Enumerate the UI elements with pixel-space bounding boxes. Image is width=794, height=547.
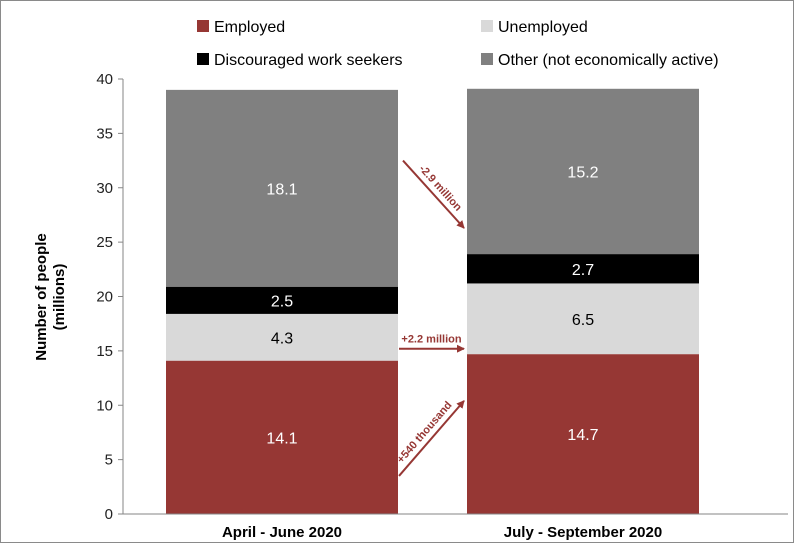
bar-stack-july-september-2020: 14.7 6.5 2.7 15.2 <box>467 89 699 514</box>
y-axis-title: Number of people(millions) <box>33 233 68 361</box>
data-label-unemployed: 4.3 <box>271 330 293 347</box>
y-tick-label: 40 <box>96 71 113 88</box>
y-axis-title-line: Number of people <box>33 233 50 361</box>
data-label-employed: 14.1 <box>266 430 297 447</box>
change-label: +540 thousand <box>395 399 455 465</box>
legend-item-unemployed: Unemployed <box>481 19 588 36</box>
legend-swatch <box>197 20 209 32</box>
y-tick-label: 35 <box>96 125 113 142</box>
y-tick-label: 5 <box>105 452 113 469</box>
legend-item-other-not-economically-active: Other (not economically active) <box>481 52 719 69</box>
legend-label: Discouraged work seekers <box>214 52 403 69</box>
legend-swatch <box>197 53 209 65</box>
y-tick-label: 15 <box>96 343 113 360</box>
change-label: +2.2 million <box>401 334 461 346</box>
legend-label: Other (not economically active) <box>498 52 719 69</box>
y-axis-title-line: (millions) <box>51 264 68 331</box>
data-label-unemployed: 6.5 <box>572 312 594 329</box>
annotation-employed: +540 thousand <box>395 399 464 476</box>
y-tick-label: 0 <box>105 506 113 523</box>
annotation-unemployed: +2.2 million <box>399 334 464 349</box>
bars: 14.1 4.3 2.5 18.1 14.7 6.5 2.7 15.2 <box>166 89 699 514</box>
y-axis: 0 5 10 15 20 25 30 35 40 Number of people(million… <box>33 71 123 523</box>
legend-swatch <box>481 20 493 32</box>
change-label: -2.9 million <box>416 163 464 214</box>
y-tick-label: 10 <box>96 397 113 414</box>
legend-label: Employed <box>214 19 285 36</box>
x-axis: April - June 2020 July - September 2020 <box>123 514 788 541</box>
legend-item-discouraged-work-seekers: Discouraged work seekers <box>197 52 403 69</box>
data-label-other-not-economically-active: 18.1 <box>266 181 297 198</box>
legend-swatch <box>481 53 493 65</box>
legend-item-employed: Employed <box>197 19 285 36</box>
legend: Employed Unemployed Discouraged work seeke… <box>197 19 719 69</box>
y-tick-label: 25 <box>96 234 113 251</box>
x-category-label: April - June 2020 <box>222 524 342 541</box>
x-category-label: July - September 2020 <box>504 524 662 541</box>
data-label-employed: 14.7 <box>567 427 598 444</box>
data-label-other-not-economically-active: 15.2 <box>567 164 598 181</box>
data-label-discouraged-work-seekers: 2.7 <box>572 262 594 279</box>
change-annotations: +540 thousand +2.2 million -2.9 million <box>395 161 464 476</box>
y-tick-label: 30 <box>96 180 113 197</box>
legend-label: Unemployed <box>498 19 588 36</box>
y-tick-label: 20 <box>96 289 113 306</box>
bar-stack-april-june-2020: 14.1 4.3 2.5 18.1 <box>166 90 398 514</box>
change-arrow <box>399 401 464 476</box>
annotation-other-not-economically-active: -2.9 million <box>403 161 464 228</box>
data-label-discouraged-work-seekers: 2.5 <box>271 293 293 310</box>
